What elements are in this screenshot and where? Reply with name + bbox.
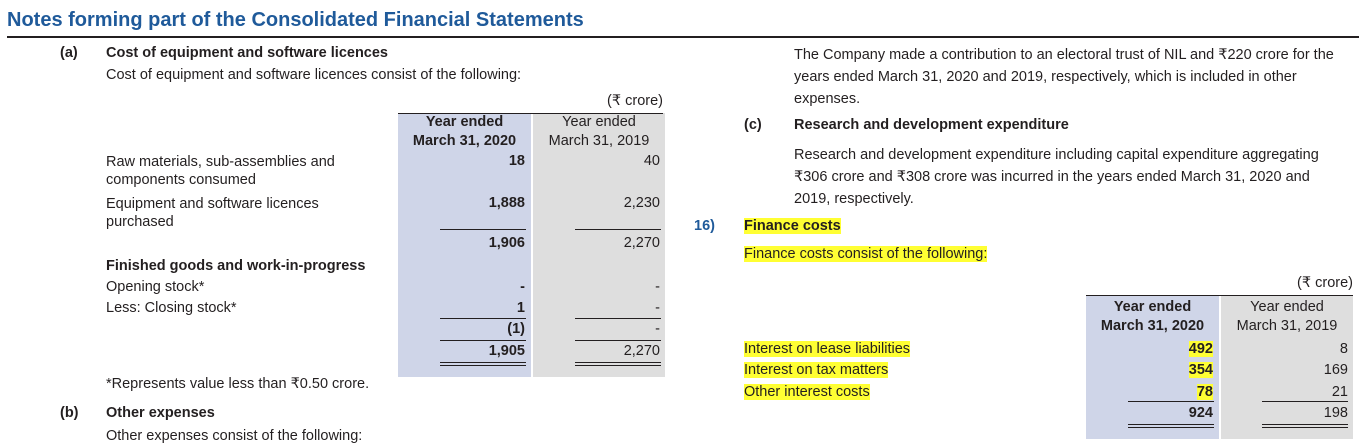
total-2020: 1,905 — [488, 343, 525, 359]
cell-2019: 40 — [643, 153, 660, 169]
fc-cell-2020: 354 — [1188, 362, 1213, 378]
section-a-heading: Cost of equipment and software licences — [106, 45, 388, 61]
section-16-unit: (₹ crore) — [1297, 275, 1353, 291]
fc-total-rule — [1128, 401, 1214, 402]
cell-2020: - — [520, 279, 525, 295]
fc-total-2019: 198 — [1323, 405, 1348, 421]
section-16-number: 16) — [694, 218, 715, 234]
cell-2019: 2,230 — [623, 195, 660, 211]
total-rule — [440, 340, 526, 341]
fg-heading: Finished goods and work-in-progress — [106, 258, 366, 274]
fg-rule — [440, 318, 526, 319]
section-c-heading: Research and development expenditure — [794, 117, 1069, 133]
row-label: Opening stock* — [106, 279, 205, 295]
fc-cell-2020: 492 — [1188, 341, 1213, 357]
col-2020-header: Year ended March 31, 2020 — [412, 114, 517, 149]
fc-cell-2020: 78 — [1196, 384, 1213, 400]
col-2019-shade — [533, 113, 665, 377]
fc-row-label: Other interest costs — [744, 384, 870, 400]
cell-2020: 1,888 — [488, 195, 525, 211]
cell-2019: - — [655, 300, 660, 316]
total-double-rule — [575, 362, 661, 366]
fg-net-2019: - — [655, 321, 660, 337]
fc-total-double-rule — [1262, 424, 1348, 428]
cell-2020: 1 — [516, 300, 525, 316]
fc-col-2020-header: Year ended March 31, 2020 — [1100, 299, 1205, 334]
fc-col-2019-header: Year ended March 31, 2019 — [1236, 299, 1338, 334]
table-a-top-rule — [398, 113, 663, 114]
section-a-unit: (₹ crore) — [607, 93, 663, 109]
section-16-heading: Finance costs — [744, 218, 841, 234]
fc-col-2019-shade — [1221, 295, 1353, 439]
electoral-trust-text: The Company made a contribution to an el… — [794, 47, 1334, 107]
footnote: *Represents value less than ₹0.50 crore. — [106, 376, 370, 392]
section-b-intro: Other expenses consist of the following: — [106, 428, 363, 444]
fc-cell-2019: 8 — [1339, 341, 1348, 357]
col-2019-header: Year ended March 31, 2019 — [548, 114, 650, 149]
subtotal-rule — [440, 229, 526, 230]
fc-total-rule — [1262, 401, 1348, 402]
section-c-marker: (c) — [744, 117, 762, 133]
subtotal-2020: 1,906 — [488, 235, 525, 251]
section-a-marker: (a) — [60, 45, 78, 61]
fg-net-2020: (1) — [507, 321, 525, 337]
fc-total-2020: 924 — [1188, 405, 1213, 421]
row-label: Less: Closing stock* — [106, 300, 237, 316]
table-16-top-rule — [1086, 295, 1353, 296]
fc-row-label: Interest on tax matters — [744, 362, 889, 378]
section-16-intro: Finance costs consist of the following: — [744, 246, 988, 262]
section-b-marker: (b) — [60, 405, 79, 421]
fc-cell-2019: 21 — [1331, 384, 1348, 400]
col-2020-shade — [398, 113, 531, 377]
total-double-rule — [440, 362, 526, 366]
section-c-text: Research and development expenditure inc… — [794, 147, 1319, 207]
cell-2020: 18 — [508, 153, 525, 169]
row-label: Equipment and software licences purchase… — [106, 196, 319, 230]
total-rule — [575, 340, 661, 341]
section-a-intro: Cost of equipment and software licences … — [106, 67, 522, 83]
subtotal-2019: 2,270 — [623, 235, 660, 251]
total-2019: 2,270 — [623, 343, 660, 359]
section-b-heading: Other expenses — [106, 405, 215, 421]
cell-2019: - — [655, 279, 660, 295]
subtotal-rule — [575, 229, 661, 230]
fc-cell-2019: 169 — [1323, 362, 1348, 378]
title-rule — [7, 36, 1359, 38]
page-title: Notes forming part of the Consolidated F… — [7, 9, 584, 31]
fg-rule — [575, 318, 661, 319]
row-label: Raw materials, sub-assemblies and compon… — [106, 154, 335, 188]
fc-total-double-rule — [1128, 424, 1214, 428]
fc-row-label: Interest on lease liabilities — [744, 341, 911, 357]
